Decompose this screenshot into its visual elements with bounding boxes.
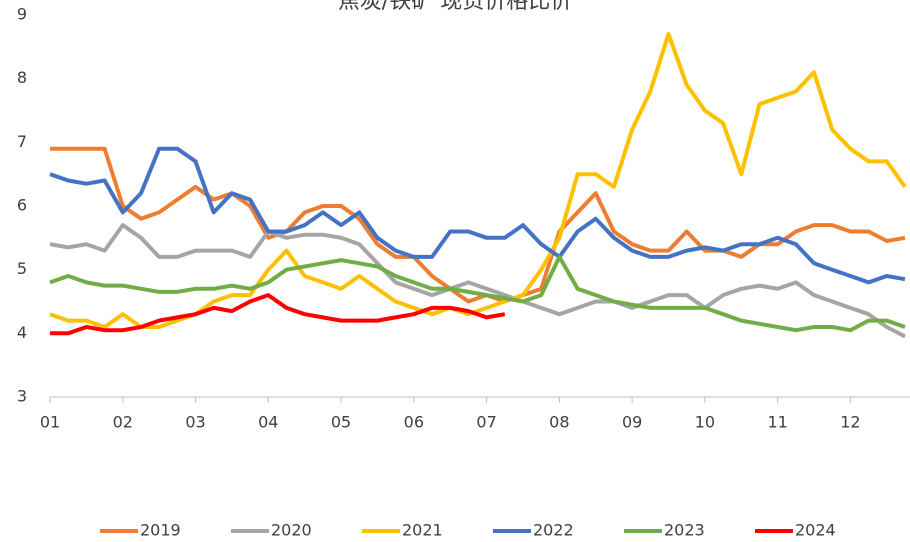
x-tick-label: 07 <box>476 413 496 432</box>
y-tick-label: 5 <box>17 259 27 278</box>
x-tick-label: 09 <box>622 413 642 432</box>
y-tick-label: 7 <box>17 132 27 151</box>
legend-label: 2022 <box>533 521 574 540</box>
legend-label: 2024 <box>795 521 836 540</box>
legend-label: 2020 <box>271 521 312 540</box>
y-tick-label: 8 <box>17 68 27 87</box>
x-tick-label: 12 <box>840 413 860 432</box>
y-tick-label: 4 <box>17 323 27 342</box>
x-tick-label: 03 <box>185 413 205 432</box>
series-line <box>49 146 906 285</box>
legend-label: 2019 <box>140 521 181 540</box>
series-line <box>49 32 907 329</box>
x-tick-label: 02 <box>113 413 133 432</box>
series-line <box>49 254 906 333</box>
legend-label: 2023 <box>664 521 705 540</box>
x-tick-label: 10 <box>695 413 715 432</box>
y-tick-label: 3 <box>17 387 27 406</box>
chart-title: 焦炭/铁矿 现货价格比价 <box>338 0 572 14</box>
y-tick-label: 6 <box>17 196 27 215</box>
x-tick-label: 11 <box>767 413 787 432</box>
x-tick-label: 05 <box>331 413 351 432</box>
y-tick-label: 9 <box>17 5 27 24</box>
x-tick-label: 04 <box>258 413 278 432</box>
x-tick-label: 06 <box>404 413 424 432</box>
x-tick-label: 08 <box>549 413 569 432</box>
legend-label: 2021 <box>402 521 443 540</box>
x-tick-label: 01 <box>40 413 60 432</box>
series-line <box>49 223 906 339</box>
series-line <box>50 293 506 336</box>
series-line <box>50 146 906 304</box>
